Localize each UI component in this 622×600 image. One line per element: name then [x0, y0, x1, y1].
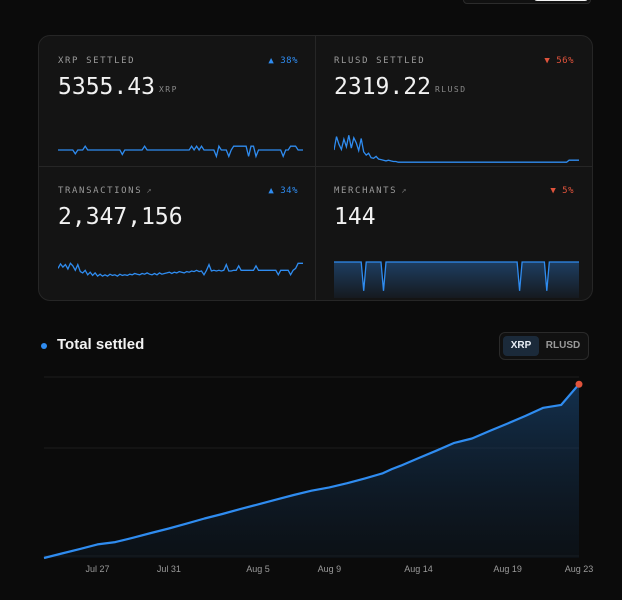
chart-end-marker	[575, 380, 583, 388]
x-tick-label: Aug 5	[246, 564, 270, 574]
stat-card-rlusd-settled: RLUSD SETTLED ▼ 56% 2319.22 RLUSD	[334, 56, 579, 163]
stat-value: 2,347,156	[58, 204, 183, 230]
stat-label: RLUSD SETTLED	[334, 56, 426, 66]
stat-value: 5355.43 XRP	[58, 74, 178, 100]
range-tab-active[interactable]	[534, 0, 588, 1]
sparkline-merchants	[334, 261, 579, 298]
currency-option-xrp[interactable]: XRP	[503, 336, 539, 356]
divider-vertical	[315, 36, 316, 300]
stat-unit: XRP	[158, 85, 178, 94]
currency-option-rlusd[interactable]: RLUSD	[545, 340, 581, 351]
x-axis-ticks: Jul 27 Jul 31 Aug 5 Aug 9 Aug 14 Aug 19 Aug 23	[85, 564, 593, 574]
stat-change: ▲ 38%	[268, 56, 298, 66]
stats-panel: XRP SETTLED ▲ 38% 5355.43 XRP RLUSD SETTL…	[38, 35, 593, 301]
external-link-icon[interactable]: ↗	[401, 186, 407, 196]
stat-value: 144	[334, 204, 376, 230]
series-dot-icon	[41, 343, 47, 349]
sparkline-line	[58, 144, 303, 159]
sparkline-rlusd-settled	[334, 135, 579, 163]
stat-card-xrp-settled: XRP SETTLED ▲ 38% 5355.43 XRP	[58, 56, 303, 159]
stat-label[interactable]: TRANSACTIONS ↗	[58, 186, 152, 196]
stat-change: ▼ 5%	[550, 186, 574, 196]
sparkline-line	[334, 135, 579, 163]
x-tick-label: Aug 14	[404, 564, 433, 574]
stat-value: 2319.22 RLUSD	[334, 74, 467, 100]
sparkline-line	[58, 262, 303, 278]
sparkline-xrp-settled	[58, 144, 303, 159]
divider-horizontal	[39, 166, 592, 167]
sparkline-area	[334, 262, 579, 298]
stat-label: XRP SETTLED	[58, 56, 136, 66]
stat-change: ▲ 34%	[268, 186, 298, 196]
x-tick-label: Jul 31	[157, 564, 181, 574]
external-link-icon[interactable]: ↗	[146, 186, 152, 196]
stat-change: ▼ 56%	[544, 56, 574, 66]
x-tick-label: Aug 23	[565, 564, 594, 574]
sparkline-line	[334, 261, 579, 291]
stat-unit: RLUSD	[434, 85, 467, 94]
stat-card-merchants[interactable]: MERCHANTS ↗ ▼ 5% 144	[334, 186, 579, 298]
x-tick-label: Jul 27	[85, 564, 109, 574]
total-settled-chart: Jul 27 Jul 31 Aug 5 Aug 9 Aug 14 Aug 19 Aug 23	[43, 376, 593, 574]
chart-title: Total settled	[57, 336, 145, 353]
chart-area	[44, 384, 579, 558]
stat-card-transactions[interactable]: TRANSACTIONS ↗ ▲ 34% 2,347,156	[58, 186, 303, 286]
sparkline-transactions	[58, 262, 303, 278]
currency-toggle[interactable]: XRP RLUSD	[499, 332, 589, 360]
chart-series-line	[43, 383, 580, 560]
range-tabs[interactable]	[463, 0, 591, 4]
x-tick-label: Aug 9	[318, 564, 342, 574]
stat-label[interactable]: MERCHANTS ↗	[334, 186, 407, 196]
x-tick-label: Aug 19	[493, 564, 522, 574]
